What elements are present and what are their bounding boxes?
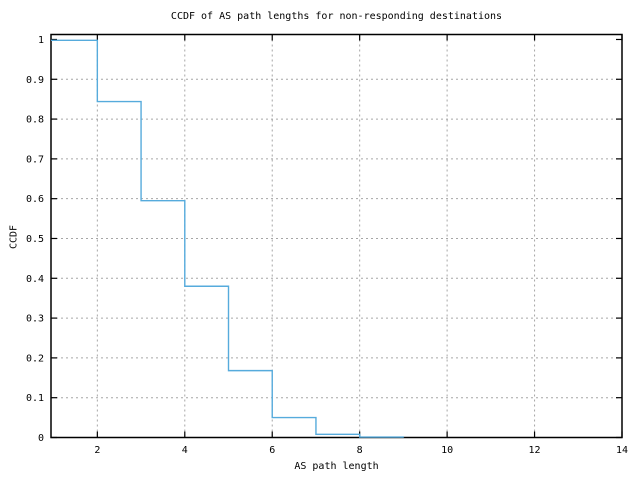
y-tick-label: 0.8 (26, 115, 44, 126)
tick-labels: 2 4 6 8 10 12 14 0 0.1 0.2 0.3 0.4 0.5 0.6 0.7 0.8 0.9 1 (26, 35, 628, 456)
y-tick-label: 0 (38, 433, 44, 444)
x-tick-label: 8 (357, 445, 363, 456)
x-axis-label: AS path length (294, 461, 379, 472)
x-tick-label: 12 (529, 445, 541, 456)
grid-lines (51, 34, 622, 438)
y-tick-label: 0.3 (26, 314, 44, 325)
x-tick-label: 14 (616, 445, 628, 456)
y-tick-label: 0.1 (26, 393, 44, 404)
y-tick-label: 0.9 (26, 75, 44, 86)
y-tick-label: 1 (38, 35, 44, 46)
y-tick-label: 0.4 (26, 274, 44, 285)
tick-marks (51, 34, 623, 439)
y-tick-label: 0.5 (26, 234, 44, 245)
x-tick-label: 10 (441, 445, 453, 456)
chart-title: CCDF of AS path lengths for non-respondi… (170, 11, 503, 22)
plot-border (50, 33, 623, 439)
y-tick-label: 0.2 (26, 353, 44, 364)
y-axis-label: CCDF (8, 224, 20, 250)
x-tick-label: 6 (269, 445, 275, 456)
y-tick-label: 0.7 (26, 154, 44, 165)
y-tick-label: 0.6 (26, 194, 44, 205)
ccdf-step-line (51, 39, 405, 438)
x-tick-label: 4 (182, 445, 188, 456)
x-tick-label: 2 (94, 445, 100, 456)
